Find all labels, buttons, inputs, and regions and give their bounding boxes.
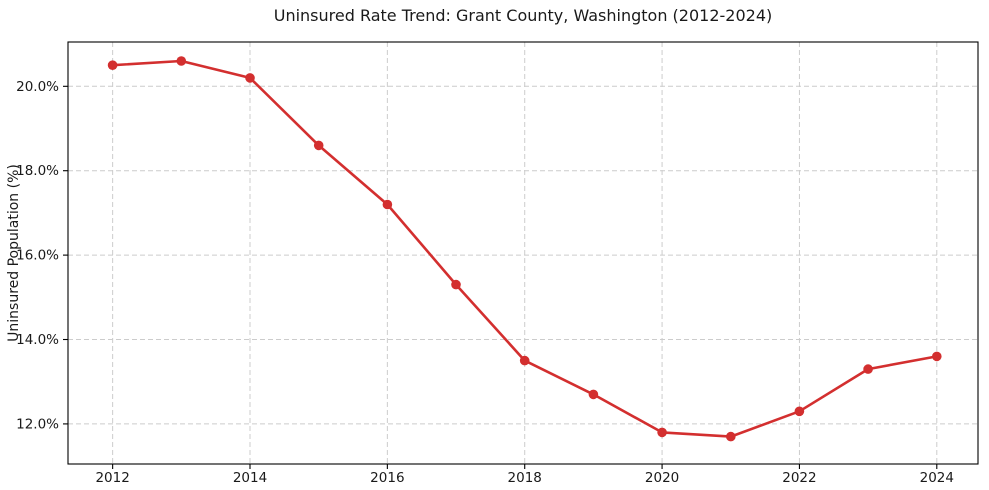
x-tick-label: 2012: [95, 470, 129, 486]
data-point-marker: [932, 351, 942, 362]
y-tick-label: 14.0%: [16, 332, 59, 348]
data-point-marker: [588, 389, 599, 400]
x-tick-label: 2022: [782, 470, 816, 486]
data-point-marker: [657, 427, 667, 438]
x-tick-label: 2016: [370, 470, 404, 486]
y-tick-label: 16.0%: [16, 248, 59, 264]
data-point-marker: [726, 431, 736, 442]
x-tick-label: 2020: [645, 470, 679, 486]
plot-background: [68, 42, 978, 464]
data-point-marker: [451, 279, 461, 290]
plot-border: [67, 41, 979, 465]
x-tick-label: 2024: [920, 470, 954, 486]
data-point-marker: [382, 199, 393, 210]
axes-spines: [67, 41, 979, 465]
grid-layer: [68, 42, 978, 464]
data-point-marker: [519, 355, 530, 366]
chart-title: Uninsured Rate Trend: Grant County, Wash…: [274, 6, 773, 25]
x-tick-label: 2018: [508, 470, 542, 486]
plot-area: [68, 42, 978, 464]
data-point-marker: [245, 73, 255, 83]
data-point-marker: [863, 364, 873, 374]
data-point-marker: [176, 56, 187, 66]
y-tick-label: 20.0%: [16, 79, 59, 95]
data-point-marker: [107, 60, 118, 70]
data-point-marker: [794, 406, 805, 417]
data-point-marker: [313, 140, 324, 151]
x-tick-label: 2014: [233, 470, 267, 486]
y-tick-label: 18.0%: [16, 163, 59, 179]
series-layer: [107, 56, 942, 442]
y-axis-label: Uninsured Population (%): [6, 164, 22, 342]
tick-layer: 2012 2014 2016 2018 2020 2022 2024 12.0% 14.0% 16…: [16, 79, 954, 486]
y-tick-label: 12.0%: [16, 416, 59, 432]
